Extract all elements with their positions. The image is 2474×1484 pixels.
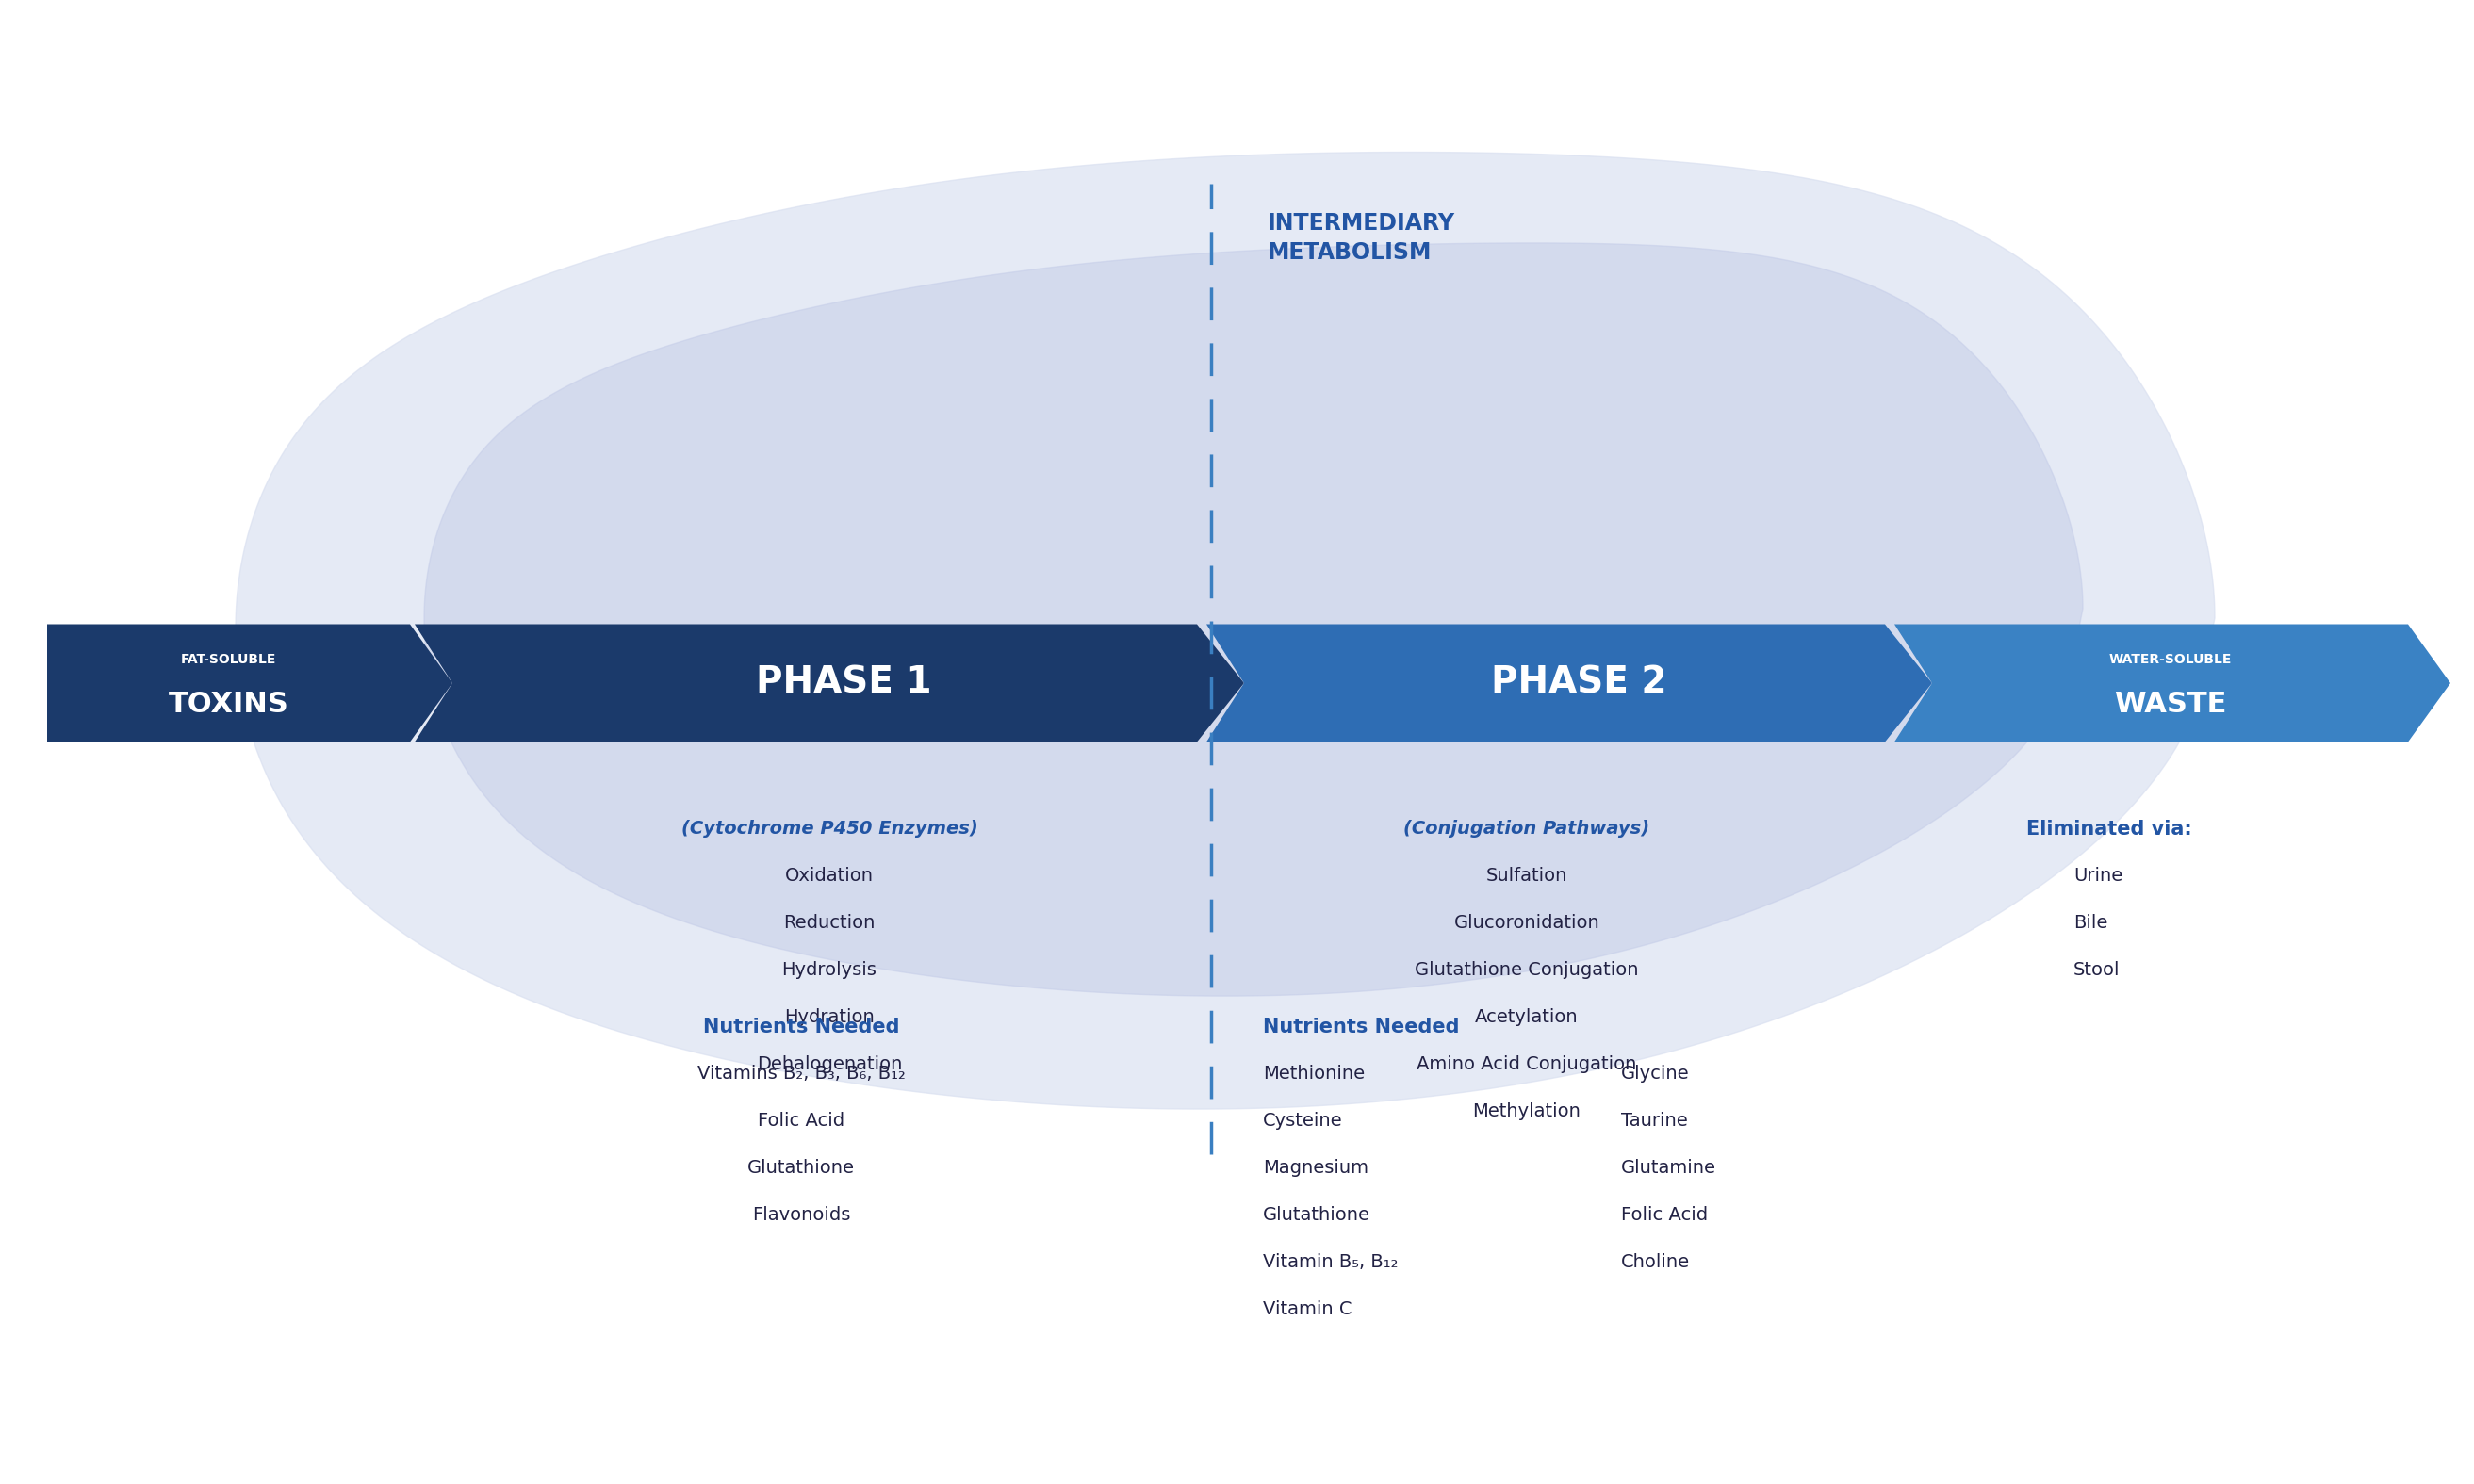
Polygon shape (423, 243, 2083, 996)
Text: (Conjugation Pathways): (Conjugation Pathways) (1403, 819, 1650, 837)
Text: Stool: Stool (2073, 962, 2120, 979)
Text: Glycine: Glycine (1620, 1064, 1690, 1083)
Text: Glucoronidation: Glucoronidation (1455, 914, 1601, 932)
Text: Nutrients Needed: Nutrients Needed (1262, 1018, 1460, 1036)
Text: Bile: Bile (2073, 914, 2108, 932)
Text: Glutathione Conjugation: Glutathione Conjugation (1415, 962, 1638, 979)
Text: Hydration: Hydration (784, 1008, 873, 1025)
Text: Hydrolysis: Hydrolysis (782, 962, 876, 979)
Text: PHASE 2: PHASE 2 (1492, 665, 1667, 700)
Polygon shape (235, 153, 2214, 1109)
Text: Vitamin B₅, B₁₂: Vitamin B₅, B₁₂ (1262, 1252, 1398, 1272)
Text: Magnesium: Magnesium (1262, 1159, 1368, 1177)
Text: Glutathione: Glutathione (1262, 1206, 1371, 1224)
Text: Vitamins B₂, B₃, B₆, B₁₂: Vitamins B₂, B₃, B₆, B₁₂ (698, 1064, 905, 1083)
Text: Eliminated via:: Eliminated via: (2026, 819, 2192, 838)
Text: (Cytochrome P450 Enzymes): (Cytochrome P450 Enzymes) (680, 819, 977, 837)
Text: WATER-SOLUBLE: WATER-SOLUBLE (2108, 653, 2232, 666)
Text: INTERMEDIARY
METABOLISM: INTERMEDIARY METABOLISM (1267, 212, 1455, 264)
Text: Amino Acid Conjugation: Amino Acid Conjugation (1418, 1055, 1638, 1073)
Text: Reduction: Reduction (784, 914, 876, 932)
Polygon shape (1207, 625, 1932, 742)
Text: Oxidation: Oxidation (784, 867, 873, 884)
Text: TOXINS: TOXINS (168, 690, 289, 717)
Text: Methylation: Methylation (1472, 1103, 1581, 1120)
Polygon shape (416, 625, 1244, 742)
Text: Sulfation: Sulfation (1487, 867, 1569, 884)
Text: Urine: Urine (2073, 867, 2123, 884)
Text: Folic Acid: Folic Acid (1620, 1206, 1707, 1224)
Text: Folic Acid: Folic Acid (757, 1112, 844, 1129)
Text: Flavonoids: Flavonoids (752, 1206, 851, 1224)
Text: Dehalogenation: Dehalogenation (757, 1055, 903, 1073)
Text: Glutamine: Glutamine (1620, 1159, 1717, 1177)
Text: Cysteine: Cysteine (1262, 1112, 1343, 1129)
Text: WASTE: WASTE (2113, 690, 2227, 717)
Text: FAT-SOLUBLE: FAT-SOLUBLE (181, 653, 277, 666)
Text: Nutrients Needed: Nutrients Needed (703, 1018, 901, 1036)
Polygon shape (1895, 625, 2449, 742)
Text: Glutathione: Glutathione (747, 1159, 856, 1177)
Text: Vitamin C: Vitamin C (1262, 1300, 1351, 1318)
Polygon shape (47, 625, 453, 742)
Text: PHASE 1: PHASE 1 (755, 665, 930, 700)
Text: Choline: Choline (1620, 1252, 1690, 1272)
Text: Acetylation: Acetylation (1475, 1008, 1578, 1025)
Text: Taurine: Taurine (1620, 1112, 1687, 1129)
Text: Methionine: Methionine (1262, 1064, 1366, 1083)
